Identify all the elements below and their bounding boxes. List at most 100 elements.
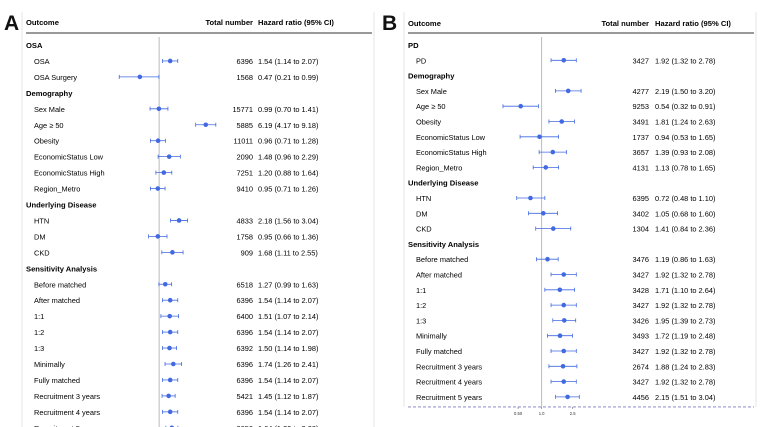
panel-b-row-total: 3428 — [633, 286, 649, 295]
panel-a-row-hr: 0.96 (0.71 to 1.28) — [258, 137, 318, 146]
panel-b-row-total: 3427 — [633, 301, 649, 310]
panel-b-row-total: 3427 — [633, 271, 649, 280]
panel-a-row-hr: 1.54 (1.14 to 2.07) — [258, 376, 318, 385]
panel-b-point — [543, 165, 549, 170]
panel-a-row-hr: 1.68 (1.11 to 2.55) — [258, 248, 318, 257]
panel-b-row-hr: 1.71 (1.10 to 2.64) — [655, 286, 715, 295]
panel-b-row-hr: 1.88 (1.24 to 2.83) — [655, 362, 715, 371]
panel-b-section-label: Demography — [408, 72, 455, 81]
panel-b-row-hr: 1.05 (0.68 to 1.60) — [655, 209, 715, 218]
panel-b-row-total: 3427 — [633, 378, 649, 387]
panel-b-row-total: 4456 — [633, 393, 649, 402]
panel-a-point — [167, 329, 173, 335]
panel-b-row-hr: 1.92 (1.32 to 2.78) — [655, 301, 715, 310]
panel-a-row-total: 8656 — [237, 424, 253, 427]
panel-a-row-total: 5421 — [237, 392, 253, 401]
panel-b-point — [545, 256, 550, 262]
panel-a-row-label: Sex Male — [34, 105, 65, 114]
panel-a-section-label: OSA — [26, 41, 43, 50]
panel-a-row-total: 6396 — [237, 57, 253, 66]
panel-b-row-label: Age ≥ 50 — [416, 102, 446, 111]
panel-b-letter: B — [382, 12, 397, 35]
panel-b-row-total: 3476 — [633, 255, 649, 264]
panel-a-header-outcome: Outcome — [26, 18, 59, 27]
panel-a-section-label: Underlying Disease — [26, 201, 96, 210]
panel-a-point — [167, 377, 173, 383]
panel-b-point — [561, 58, 567, 63]
panel-a-row-label: Region_Metro — [34, 185, 80, 194]
panel-a-row-label: EconomicStatus Low — [34, 153, 104, 162]
panel-a-row-label: Minimally — [34, 360, 65, 369]
panel-a-row-total: 9410 — [237, 185, 253, 194]
panel-a-row-label: Recruitment 5 years — [34, 424, 100, 427]
panel-b-row-label: Recruitment 3 years — [416, 362, 482, 371]
panel-a-row-hr: 0.95 (0.66 to 1.36) — [258, 232, 318, 241]
panel-b-point — [528, 195, 533, 201]
panel-b-point — [565, 394, 570, 400]
panel-b-row-total: 3427 — [633, 56, 649, 65]
panel-a-point — [167, 297, 173, 303]
panel-b-row-hr: 2.15 (1.51 to 3.04) — [655, 393, 715, 402]
panel-b-row-hr: 1.92 (1.32 to 2.78) — [655, 347, 715, 356]
panel-b-tick-label: 0.50 — [514, 411, 523, 416]
panel-b-row-label: Recruitment 4 years — [416, 378, 482, 387]
panel-b-tick-label: 2.5 — [570, 411, 576, 416]
panel-a-row-hr: 1.54 (1.14 to 2.07) — [258, 57, 318, 66]
panel-b-row-total: 1304 — [633, 225, 649, 234]
panel-b-header-outcome: Outcome — [408, 19, 441, 28]
panel-b-row-label: EconomicStatus Low — [416, 133, 486, 142]
panel-a-row-total: 6400 — [237, 312, 253, 321]
panel-b-row-hr: 1.92 (1.32 to 2.78) — [655, 271, 715, 280]
panel-a-row-total: 4833 — [237, 216, 253, 225]
panel-a-row-total: 11011 — [234, 137, 253, 146]
panel-b-row-hr: 1.13 (0.78 to 1.65) — [655, 163, 715, 172]
panel-b-section-label: Underlying Disease — [408, 179, 478, 188]
panel-a-row-total: 6396 — [237, 296, 253, 305]
panel-b-row-total: 3657 — [633, 148, 649, 157]
panel-a-row-label: Obesity — [34, 137, 59, 146]
panel-a-row-hr: 1.45 (1.12 to 1.87) — [258, 392, 318, 401]
panel-b-row-label: Before matched — [416, 255, 468, 264]
panel-a-row-hr: 0.47 (0.21 to 0.99) — [258, 73, 318, 82]
panel-a-point — [162, 281, 168, 287]
panel-b-point — [561, 318, 567, 323]
panel-a-point — [176, 218, 182, 223]
panel-a-row-hr: 1.54 (1.14 to 2.07) — [258, 328, 318, 337]
panel-b-row-label: 1:1 — [416, 286, 426, 295]
panel-a-point — [155, 186, 161, 191]
panel-a-row-total: 1758 — [237, 232, 253, 241]
panel-b-row-hr: 0.94 (0.53 to 1.65) — [655, 133, 715, 142]
panel-a-row-label: CKD — [34, 248, 50, 257]
panel-b-row-hr: 2.19 (1.50 to 3.20) — [655, 87, 715, 96]
panel-b-row-total: 1737 — [633, 133, 649, 142]
panel-a-row-hr: 1.64 (1.30 to 2.08) — [258, 424, 318, 427]
panel-b-row-label: PD — [416, 56, 426, 65]
panel-b-row-label: Sex Male — [416, 87, 447, 96]
panel-a-row-hr: 1.20 (0.88 to 1.64) — [258, 169, 318, 178]
panel-a-row-label: 1:2 — [34, 328, 44, 337]
panel-a-row-label: Recruitment 3 years — [34, 392, 100, 401]
panel-b-row-hr: 1.92 (1.32 to 2.78) — [655, 378, 715, 387]
panel-b-row-hr: 0.72 (0.48 to 1.10) — [655, 194, 715, 203]
panel-a-row-label: Age ≥ 50 — [34, 121, 64, 130]
panel-b-row-hr: 1.95 (1.39 to 2.73) — [655, 316, 715, 325]
panel-a-row-hr: 0.99 (0.70 to 1.41) — [258, 105, 318, 114]
panel-a-row-label: Recruitment 4 years — [34, 408, 100, 417]
panel-a-row-total: 6392 — [237, 344, 253, 353]
panel-b-row-label: 1:3 — [416, 316, 426, 325]
panel-a-point — [156, 106, 162, 112]
panel-a-point — [161, 170, 167, 175]
panel-b-point — [557, 333, 563, 339]
panel-a-row-label: Before matched — [34, 280, 86, 289]
panel-b-row-hr: 1.72 (1.19 to 2.48) — [655, 332, 715, 341]
panel-a-point — [167, 345, 172, 351]
panel-a-row-label: EconomicStatus High — [34, 169, 105, 178]
panel-b-row-hr: 1.41 (0.84 to 2.36) — [655, 225, 715, 234]
panel-a-row-total: 15771 — [232, 105, 253, 114]
panel-a-row-label: After matched — [34, 296, 80, 305]
panel-a-header-hr: Hazard ratio (95% CI) — [258, 18, 334, 27]
panel-b-row-label: EconomicStatus High — [416, 148, 487, 157]
panel-b-section-label: PD — [408, 41, 419, 50]
panel-b-point — [559, 119, 565, 124]
